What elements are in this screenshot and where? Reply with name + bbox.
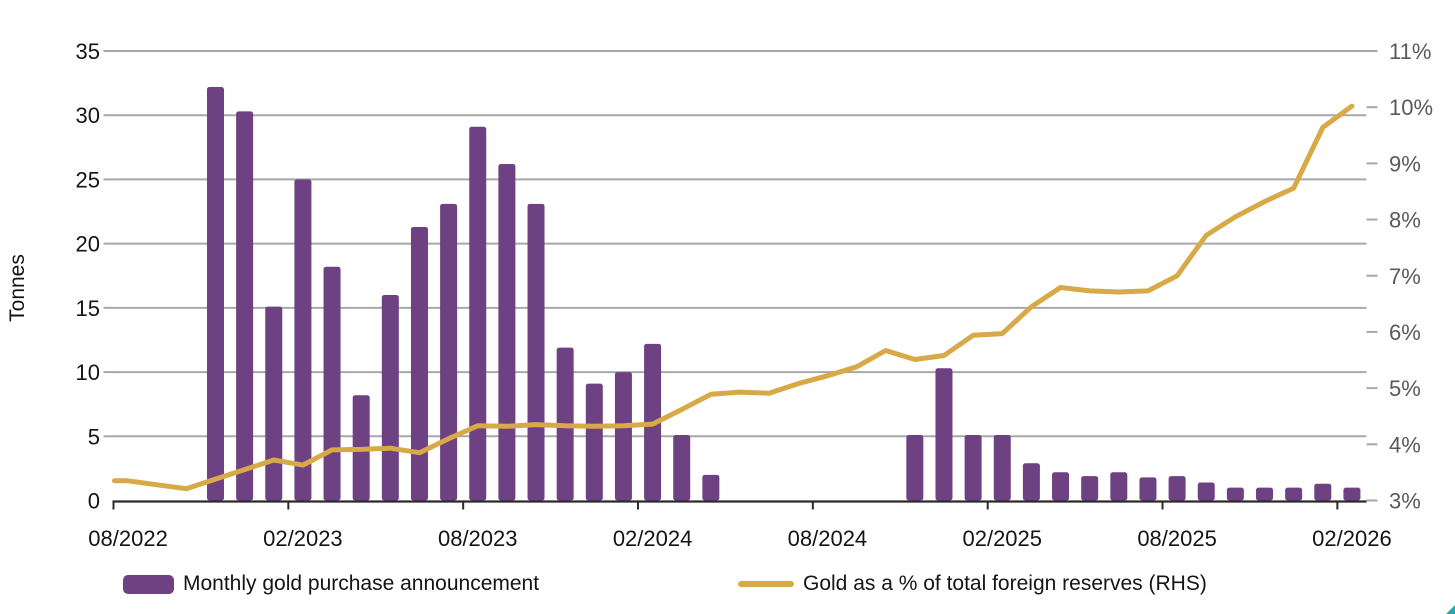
bar [1256, 487, 1274, 501]
right-axis-tick-label: 11% [1389, 39, 1431, 64]
bar [1081, 476, 1099, 501]
bar [1314, 483, 1332, 501]
bar [265, 306, 283, 501]
bar [1226, 487, 1244, 501]
left-axis-tick-label: 15 [76, 296, 100, 321]
x-axis-tick-label: 02/2026 [1312, 526, 1392, 551]
bar [1343, 487, 1361, 501]
bar [935, 368, 953, 501]
bar [498, 164, 516, 501]
bar [381, 295, 399, 501]
legend-item-bars: Monthly gold purchase announcement [123, 571, 539, 597]
bar [1052, 472, 1070, 501]
right-axis-tick-label: 4% [1389, 432, 1421, 457]
bar [294, 179, 312, 501]
bar [1022, 463, 1040, 501]
bar [585, 383, 603, 501]
left-axis-tick-label: 0 [88, 489, 100, 514]
bar [1110, 472, 1128, 501]
bar [1168, 476, 1186, 501]
bar [993, 435, 1011, 501]
right-axis-tick-label: 6% [1389, 320, 1421, 345]
bar [1197, 482, 1215, 501]
bar [236, 111, 254, 501]
corner-resize-mark [1446, 605, 1455, 614]
bar [410, 226, 428, 501]
bar [206, 86, 224, 501]
bar-series-swatch [123, 574, 174, 594]
left-axis-title: Tonnes [6, 254, 29, 322]
line-series-label: Gold as a % of total foreign reserves (R… [803, 572, 1207, 595]
bar [469, 126, 487, 501]
bar [964, 435, 982, 501]
x-axis-tick-label: 02/2024 [613, 526, 693, 551]
right-axis-tick-label: 5% [1389, 376, 1421, 401]
bar [906, 435, 924, 501]
bar-series-label: Monthly gold purchase announcement [183, 572, 540, 595]
right-axis-tick-label: 3% [1389, 489, 1421, 514]
x-axis-tick-label: 02/2025 [962, 526, 1042, 551]
x-axis-tick-label: 08/2022 [88, 526, 168, 551]
left-axis-tick-label: 20 [76, 232, 100, 257]
legend-item-line: Gold as a % of total foreign reserves (R… [738, 571, 1207, 597]
bar [702, 474, 720, 501]
bar [1139, 477, 1157, 501]
left-axis-tick-label: 25 [76, 167, 100, 192]
right-axis-tick-label: 8% [1389, 208, 1421, 233]
x-axis-tick-label: 08/2023 [438, 526, 518, 551]
x-axis-tick-label: 02/2023 [263, 526, 343, 551]
left-axis-tick-label: 5 [88, 424, 100, 449]
bar [440, 203, 458, 501]
bar [323, 266, 341, 501]
bar [1285, 487, 1303, 501]
bar [673, 435, 691, 501]
left-axis-tick-label: 30 [76, 103, 100, 128]
x-axis-tick-label: 08/2024 [788, 526, 868, 551]
line-series-swatch [738, 581, 794, 587]
right-axis-tick-label: 7% [1389, 264, 1421, 289]
reserves-line [112, 103, 1355, 492]
left-axis-tick-label: 35 [76, 39, 100, 64]
bar [614, 372, 632, 501]
x-axis-tick-label: 08/2025 [1137, 526, 1217, 551]
left-axis-tick-label: 10 [76, 360, 100, 385]
right-axis-tick-label: 9% [1389, 151, 1421, 176]
bar [527, 203, 545, 501]
right-axis-tick-label: 10% [1389, 95, 1433, 120]
